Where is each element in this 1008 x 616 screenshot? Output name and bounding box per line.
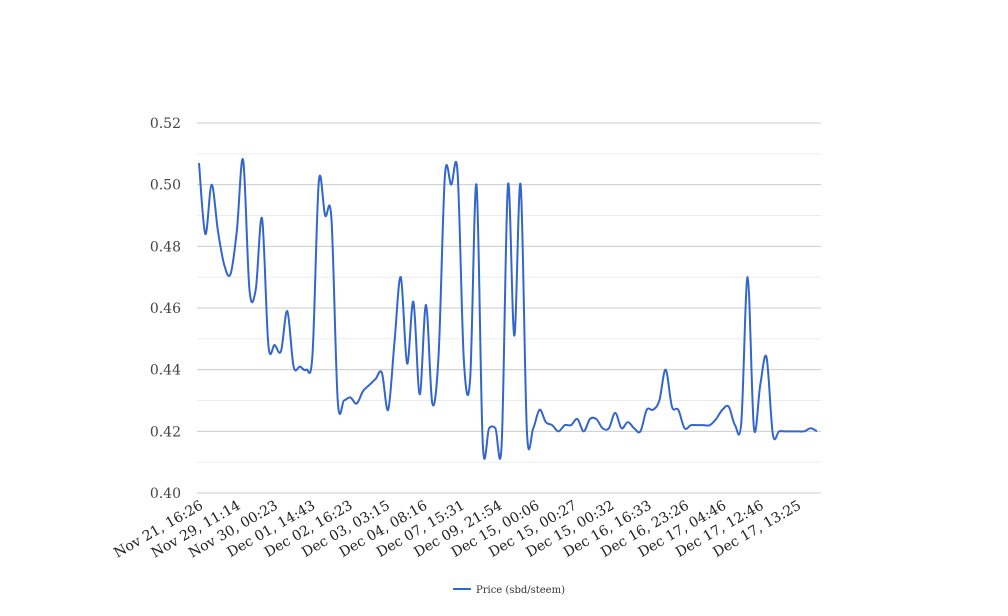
y-tick-label: 0.50 xyxy=(150,178,181,194)
y-tick-label: 0.40 xyxy=(150,486,181,502)
y-tick-label: 0.52 xyxy=(150,116,181,132)
y-tick-label: 0.44 xyxy=(150,363,181,379)
gridlines xyxy=(197,122,821,494)
series-line-price xyxy=(198,158,818,460)
legend[interactable]: Price (sbd/steem) xyxy=(453,585,565,596)
y-axis-ticks: 0.40 0.42 0.44 0.46 0.48 0.50 0.52 xyxy=(150,116,181,502)
legend-label[interactable]: Price (sbd/steem) xyxy=(476,585,565,596)
y-tick-label: 0.46 xyxy=(150,301,181,317)
series-group xyxy=(198,158,818,460)
y-tick-label: 0.48 xyxy=(150,239,181,255)
y-tick-label: 0.42 xyxy=(150,424,181,440)
